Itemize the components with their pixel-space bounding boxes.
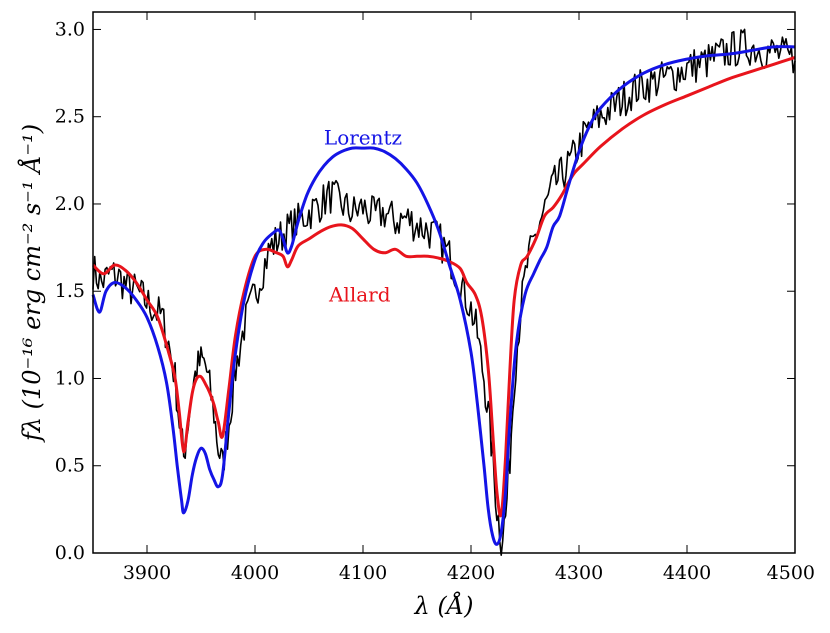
y-tick-label: 0.5: [55, 455, 85, 477]
plot-frame: [92, 11, 796, 554]
x-tick-label: 4300: [555, 562, 603, 584]
y-tick-label: 1.0: [55, 367, 85, 389]
x-tick-label: 4400: [663, 562, 711, 584]
series-line-observed: [92, 28, 796, 556]
x-tick-label: 4200: [447, 562, 495, 584]
annotations-group: Lorentz Allard: [324, 126, 402, 307]
x-tick-label: 3900: [123, 562, 171, 584]
x-tick-label: 4100: [339, 562, 387, 584]
y-tick-label: 2.0: [55, 193, 85, 215]
series-line-allard: [91, 55, 796, 518]
y-axis-title: fλ (10⁻¹⁶ erg cm⁻² s⁻¹ Å⁻¹): [17, 124, 46, 443]
y-axis-ticks: 0.0 0.5 1.0 1.5 2.0 2.5 3.0: [55, 18, 795, 564]
series-group: [91, 28, 796, 556]
series-label-lorentz: Lorentz: [324, 126, 402, 150]
y-tick-label: 0.0: [55, 542, 85, 564]
y-tick-label: 3.0: [55, 18, 85, 40]
y-tick-label: 1.5: [55, 280, 85, 302]
y-tick-label: 2.5: [55, 106, 85, 128]
x-axis-ticks: 3900 4000 4100 4200 4300 4400 4500: [123, 12, 815, 584]
x-tick-label: 4000: [231, 562, 279, 584]
series-label-allard: Allard: [328, 283, 391, 307]
x-tick-label: 4500: [767, 562, 815, 584]
series-line-lorentz: [91, 45, 796, 546]
x-axis-title: λ (Å): [414, 591, 474, 620]
